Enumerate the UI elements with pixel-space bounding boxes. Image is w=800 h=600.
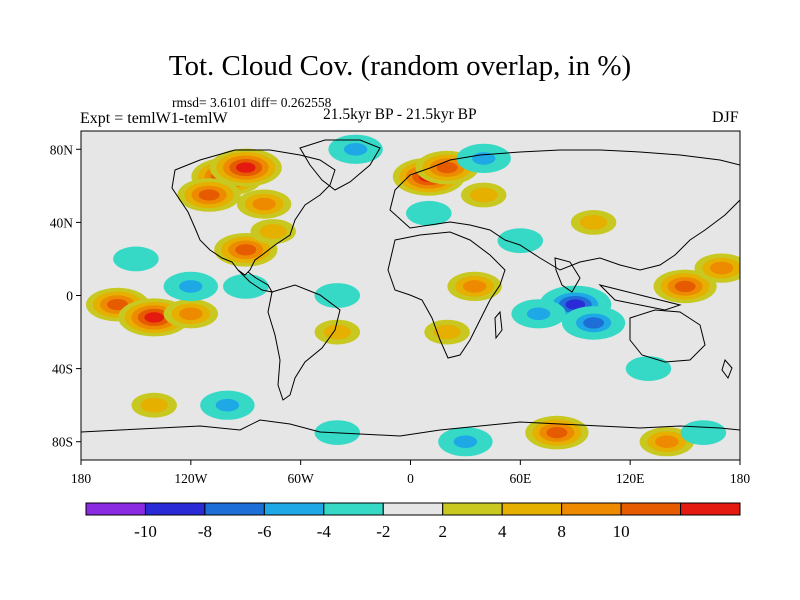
anomaly-patch [236,162,256,173]
anomaly-patch [565,299,586,310]
anomaly-patch [436,162,458,174]
anomaly-patch [179,280,203,293]
colorbar-label: -4 [317,522,332,541]
colorbar-segment [561,502,622,516]
anomaly-patch [433,324,461,340]
x-tick-label: 60W [288,471,315,486]
anomaly-patch [259,224,287,239]
coastline-new-zealand [721,358,733,380]
anomaly-patch [689,425,718,440]
anomaly-patch [232,279,260,294]
period-label: 21.5kyr BP - 21.5kyr BP [323,106,477,123]
map-panel [80,130,741,461]
colorbar-segment [323,502,384,516]
anomaly-patch [506,233,534,249]
colorbar-segment [144,502,206,516]
anomaly-patch [674,280,696,292]
anomaly-patch [122,251,150,267]
colorbar-label: -8 [198,522,212,541]
x-tick-label: 120W [174,471,207,486]
anomaly-patch [252,197,276,211]
anomaly-patch [655,435,679,449]
season-label: DJF [712,109,739,126]
colorbar-label: 2 [438,522,447,541]
latitude-axis: 80N 40N 0 40S 80S [50,142,81,450]
y-tick-label: 80S [52,435,73,450]
colorbar: -10 -8 -6 -4 -2 2 4 8 10 [85,502,741,541]
anomaly-patch [579,215,608,230]
colorbar-segment [680,502,741,516]
anomaly-patch [215,398,240,412]
stats-line: rmsd= 3.6101 diff= 0.262558 [172,95,332,110]
anomaly-patch [343,143,368,156]
anomaly-patch [470,187,498,203]
anomaly-patch [583,317,605,329]
coastline-north-america [171,149,336,276]
colorbar-segment [204,502,265,516]
anomaly-patch [546,427,568,439]
coastline-greenland [299,139,381,191]
anomaly-patch [526,307,551,321]
experiment-label: Expt = temlW1-temlW [80,110,228,127]
anomaly-patch [144,312,164,323]
coastlines [81,139,740,437]
colorbar-label: 8 [557,522,566,541]
anomaly-patch [634,361,663,376]
colorbar-segment [263,502,325,516]
colorbar-label: -2 [376,522,390,541]
coastline-indonesia [598,284,682,311]
x-tick-label: 60E [509,471,531,486]
y-tick-label: 0 [66,289,73,304]
colorbar-label: 4 [498,522,507,541]
colorbar-label: 10 [613,522,630,541]
y-tick-label: 40N [50,215,74,230]
anomaly-patch [235,244,257,256]
coastline-madagascar [494,310,503,340]
colorbar-label: -10 [134,522,157,541]
coastline-australia [629,309,706,363]
anomaly-patch [140,397,168,413]
longitude-axis: 180 120W 60W 0 60E 120E 180 [71,460,751,486]
anomaly-patch [323,288,351,303]
anomaly-patch [415,205,443,221]
plot-title: Tot. Cloud Cov. (random overlap, in %) [168,50,632,82]
anomaly-field [86,134,740,457]
coastline-africa [387,231,506,359]
anomaly-patch [710,261,734,275]
colorbar-segment [382,502,444,516]
colorbar-segment [85,502,146,516]
anomaly-patch [453,435,478,449]
coastline-eurasia [389,149,740,271]
x-tick-label: 0 [407,471,414,486]
anomaly-patch [107,299,129,311]
y-tick-label: 40S [52,362,73,377]
anomaly-patch [323,324,351,340]
colorbar-segment [501,502,563,516]
colorbar-segment [620,502,682,516]
colorbar-label: -6 [257,522,271,541]
colorbar-segment [442,502,503,516]
anomaly-patch [198,189,220,201]
coastline-antarctica [81,419,740,437]
coastline-south-america [267,284,341,401]
x-tick-label: 120E [616,471,645,486]
x-tick-label: 180 [71,471,92,486]
anomaly-patch [179,307,203,321]
anomaly-patch [462,280,487,293]
coastline-india [554,257,581,293]
y-tick-label: 80N [50,142,74,157]
x-tick-label: 180 [730,471,751,486]
